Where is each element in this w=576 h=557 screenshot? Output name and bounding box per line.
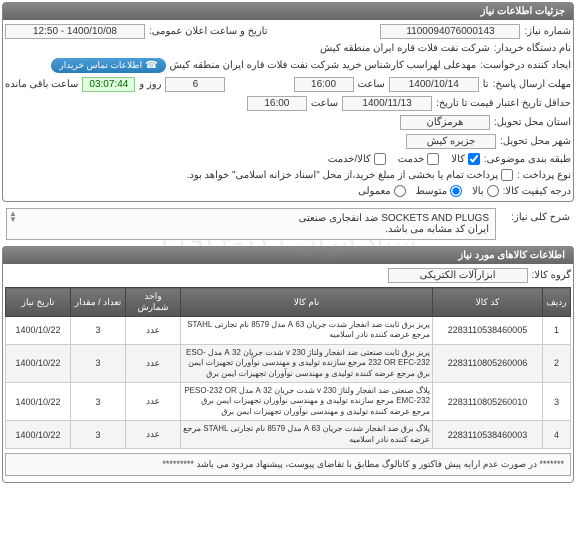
priority-low-label: معمولی bbox=[358, 186, 391, 197]
priority-med-radio[interactable] bbox=[450, 185, 462, 197]
days-left-value: 6 bbox=[165, 77, 225, 92]
cell-idx: 1 bbox=[543, 317, 571, 345]
cell-idx: 2 bbox=[543, 344, 571, 382]
cell-unit: عدد bbox=[126, 317, 181, 345]
hour-label-2: ساعت bbox=[311, 98, 338, 109]
cell-date: 1400/10/22 bbox=[6, 421, 71, 449]
priority-high-item[interactable]: بالا bbox=[472, 185, 499, 197]
cell-unit: عدد bbox=[126, 421, 181, 449]
goods-service-checkbox-item[interactable]: کالا/خدمت bbox=[328, 153, 386, 165]
service-checkbox[interactable] bbox=[427, 153, 439, 165]
need-no-value: 1100094076000143 bbox=[380, 24, 520, 39]
cell-qty: 3 bbox=[71, 382, 126, 420]
goods-service-checkbox[interactable] bbox=[374, 153, 386, 165]
goods-checkbox[interactable] bbox=[468, 153, 480, 165]
cell-code: 2283110805260006 bbox=[433, 344, 543, 382]
public-datetime-label: تاریخ و ساعت اعلان عمومی: bbox=[149, 26, 268, 37]
need-no-label: شماره نیاز: bbox=[524, 26, 571, 37]
requester-value: مهدعلی لهراسب کارشناس خرید شرکت نفت فلات… bbox=[170, 60, 477, 71]
cell-qty: 3 bbox=[71, 317, 126, 345]
goods-service-label: کالا/خدمت bbox=[328, 154, 371, 165]
city-value: جزیره کیش bbox=[406, 134, 496, 149]
cell-date: 1400/10/22 bbox=[6, 344, 71, 382]
updown-icon[interactable]: ▲▼ bbox=[9, 211, 17, 223]
table-row: 32283110805260010پلاگ صنعتی ضد انفجار ول… bbox=[6, 382, 571, 420]
note-box: ******* در صورت عدم ارایه پیش فاکتور و ک… bbox=[5, 453, 571, 476]
goods-checkbox-item[interactable]: کالا bbox=[451, 153, 480, 165]
service-checkbox-item[interactable]: خدمت bbox=[398, 153, 440, 165]
cell-unit: عدد bbox=[126, 382, 181, 420]
need-details-panel: جزئیات اطلاعات نیاز شماره نیاز: 11000940… bbox=[2, 2, 574, 202]
cell-code: 2283110805260010 bbox=[433, 382, 543, 420]
requester-label: ایجاد کننده درخواست: bbox=[480, 60, 571, 71]
validity-hour-value: 16:00 bbox=[247, 96, 307, 111]
priority-low-item[interactable]: معمولی bbox=[358, 185, 406, 197]
buyer-org-label: نام دستگاه خریدار: bbox=[494, 43, 571, 54]
buyer-contact-button[interactable]: اطلاعات تماس خریدار bbox=[51, 58, 165, 73]
province-label: استان محل تحویل: bbox=[494, 117, 571, 128]
reply-hour-value: 16:00 bbox=[294, 77, 354, 92]
col-code: کد کالا bbox=[433, 288, 543, 317]
cell-name: پریز برق ثابت ضد انفجار شدت جریان 63 A م… bbox=[181, 317, 433, 345]
remaining-label: ساعت باقی مانده bbox=[5, 79, 78, 90]
col-qty: تعداد / مقدار bbox=[71, 288, 126, 317]
cell-date: 1400/10/22 bbox=[6, 382, 71, 420]
classification-group: کالا خدمت کالا/خدمت bbox=[328, 153, 480, 165]
table-header-row: ردیف کد کالا نام کالا واحد شمارش تعداد /… bbox=[6, 288, 571, 317]
col-idx: ردیف bbox=[543, 288, 571, 317]
group-label: گروه کالا: bbox=[532, 270, 571, 281]
col-name: نام کالا bbox=[181, 288, 433, 317]
classification-label: طبقه بندی موضوعی: bbox=[484, 154, 571, 165]
desc-label: شرح کلی نیاز: bbox=[500, 208, 570, 223]
public-datetime-value: 1400/10/08 - 12:50 bbox=[5, 24, 145, 39]
desc-text: SOCKETS AND PLUGS ضد انفجاری صنعتی ایران… bbox=[299, 213, 489, 235]
priority-med-label: متوسط bbox=[416, 186, 447, 197]
hour-label-1: ساعت bbox=[358, 79, 385, 90]
validity-date-value: 1400/11/13 bbox=[342, 96, 432, 111]
reply-deadline-label: مهلت ارسال پاسخ: bbox=[493, 79, 571, 90]
city-label: شهر محل تحویل: bbox=[500, 136, 571, 147]
col-unit: واحد شمارش bbox=[126, 288, 181, 317]
panel2-header: اطلاعات کالاهای مورد نیاز bbox=[3, 247, 573, 264]
reply-date-value: 1400/10/14 bbox=[389, 77, 479, 92]
cell-name: پریز برق ثابت صنعتی ضد انفجار ولتاژ 230 … bbox=[181, 344, 433, 382]
priority-med-item[interactable]: متوسط bbox=[416, 185, 462, 197]
payment-checkbox[interactable] bbox=[501, 169, 513, 181]
buyer-org-value: شرکت نفت فلات قاره ایران منطقه کیش bbox=[320, 43, 490, 54]
goods-label: کالا bbox=[451, 154, 465, 165]
cell-name: پلاگ برق ضد انفجار شدت جریان 63 A مدل 85… bbox=[181, 421, 433, 449]
priority-high-radio[interactable] bbox=[487, 185, 499, 197]
cell-name: پلاگ صنعتی ضد انفجار ولتاژ 230 v شدت جری… bbox=[181, 382, 433, 420]
payment-type-label: نوع پرداخت : bbox=[517, 170, 571, 181]
countdown-value: 03:07:44 bbox=[82, 77, 135, 92]
table-row: 22283110805260006پریز برق ثابت صنعتی ضد … bbox=[6, 344, 571, 382]
priority-label: درجه کیفیت کالا: bbox=[503, 186, 571, 197]
cell-code: 2283110538460003 bbox=[433, 421, 543, 449]
items-table: ردیف کد کالا نام کالا واحد شمارش تعداد /… bbox=[5, 287, 571, 449]
cell-idx: 3 bbox=[543, 382, 571, 420]
table-row: 12283110538460005پریز برق ثابت ضد انفجار… bbox=[6, 317, 571, 345]
items-panel: اطلاعات کالاهای مورد نیاز گروه کالا: ابز… bbox=[2, 246, 574, 483]
panel1-header: جزئیات اطلاعات نیاز bbox=[3, 3, 573, 20]
payment-note: پرداخت تمام یا بخشی از مبلغ خرید،از محل … bbox=[187, 170, 499, 181]
cell-unit: عدد bbox=[126, 344, 181, 382]
table-row: 42283110538460003پلاگ برق ضد انفجار شدت … bbox=[6, 421, 571, 449]
province-value: هرمزگان bbox=[400, 115, 490, 130]
priority-high-label: بالا bbox=[472, 186, 484, 197]
cell-qty: 3 bbox=[71, 344, 126, 382]
until-label: تا bbox=[483, 79, 489, 90]
day-and-label: روز و bbox=[139, 79, 161, 90]
desc-box: ▲▼ SOCKETS AND PLUGS ضد انفجاری صنعتی ای… bbox=[6, 208, 496, 240]
cell-idx: 4 bbox=[543, 421, 571, 449]
cell-qty: 3 bbox=[71, 421, 126, 449]
group-value: ابزارآلات الکتریکی bbox=[388, 268, 528, 283]
col-date: تاریخ نیاز bbox=[6, 288, 71, 317]
payment-checkbox-item[interactable]: پرداخت تمام یا بخشی از مبلغ خرید،از محل … bbox=[187, 169, 514, 181]
service-label: خدمت bbox=[398, 154, 425, 165]
cell-code: 2283110538460005 bbox=[433, 317, 543, 345]
priority-low-radio[interactable] bbox=[394, 185, 406, 197]
cell-date: 1400/10/22 bbox=[6, 317, 71, 345]
validity-label: حداقل تاریخ اعتبار قیمت تا تاریخ: bbox=[436, 98, 571, 109]
priority-group: بالا متوسط معمولی bbox=[358, 185, 498, 197]
